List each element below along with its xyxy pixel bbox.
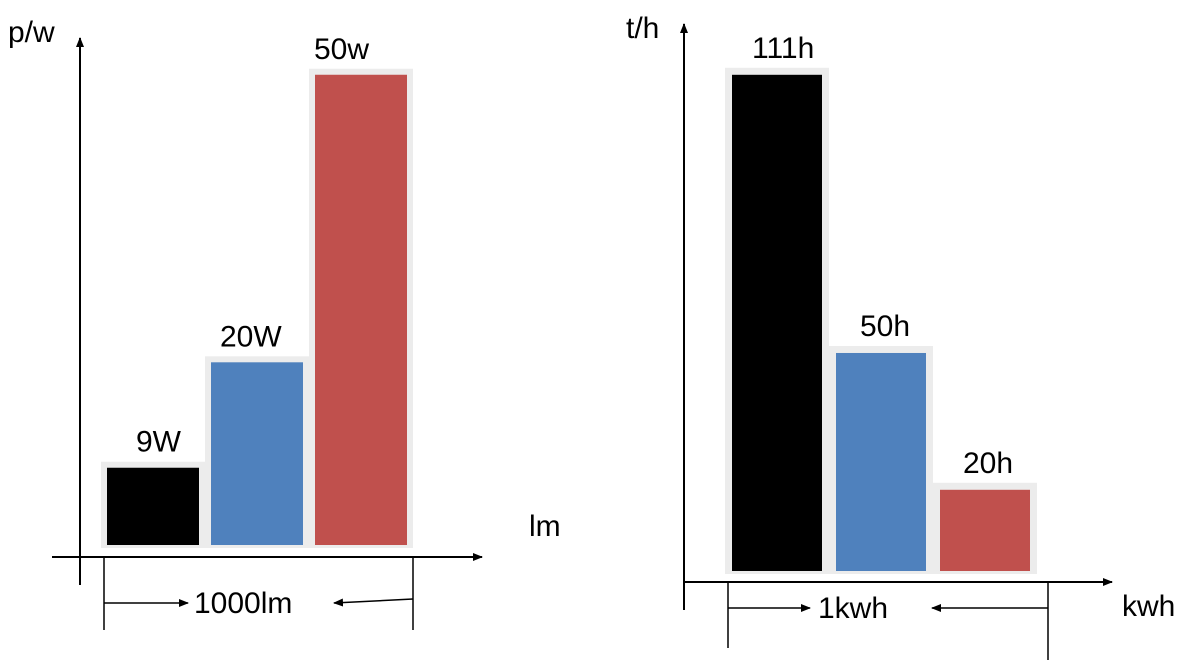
power-bar-label-2: 20W — [220, 320, 282, 353]
time-span-label: 1kwh — [818, 592, 888, 625]
power-bar-label-3: 50w — [314, 33, 369, 66]
power-chart: 9W 20W 50w p/w lm 1000lm — [8, 16, 561, 630]
power-bar-3 — [315, 74, 407, 546]
power-span-label: 1000lm — [194, 587, 292, 620]
power-bar-1 — [107, 467, 199, 545]
time-bar-label-2: 50h — [860, 310, 910, 343]
power-bar-label-1: 9W — [136, 426, 182, 459]
power-span-right-arrow — [333, 598, 414, 607]
time-x-axis-label: kwh — [1122, 590, 1175, 623]
time-y-axis-label: t/h — [626, 12, 659, 45]
time-bar-3 — [940, 489, 1030, 571]
time-bar-2 — [836, 352, 926, 571]
power-y-axis-label: p/w — [8, 16, 55, 49]
time-chart: 111h 50h 20h t/h kwh 1kwh — [626, 12, 1175, 660]
power-x-axis-label: lm — [529, 510, 561, 543]
time-bars: 111h 50h 20h — [725, 32, 1037, 574]
time-bar-label-3: 20h — [963, 447, 1013, 480]
power-bars: 9W 20W 50w — [101, 33, 413, 549]
power-bar-2 — [211, 362, 303, 545]
time-bar-1 — [732, 74, 822, 571]
time-bar-label-1: 111h — [752, 32, 814, 65]
